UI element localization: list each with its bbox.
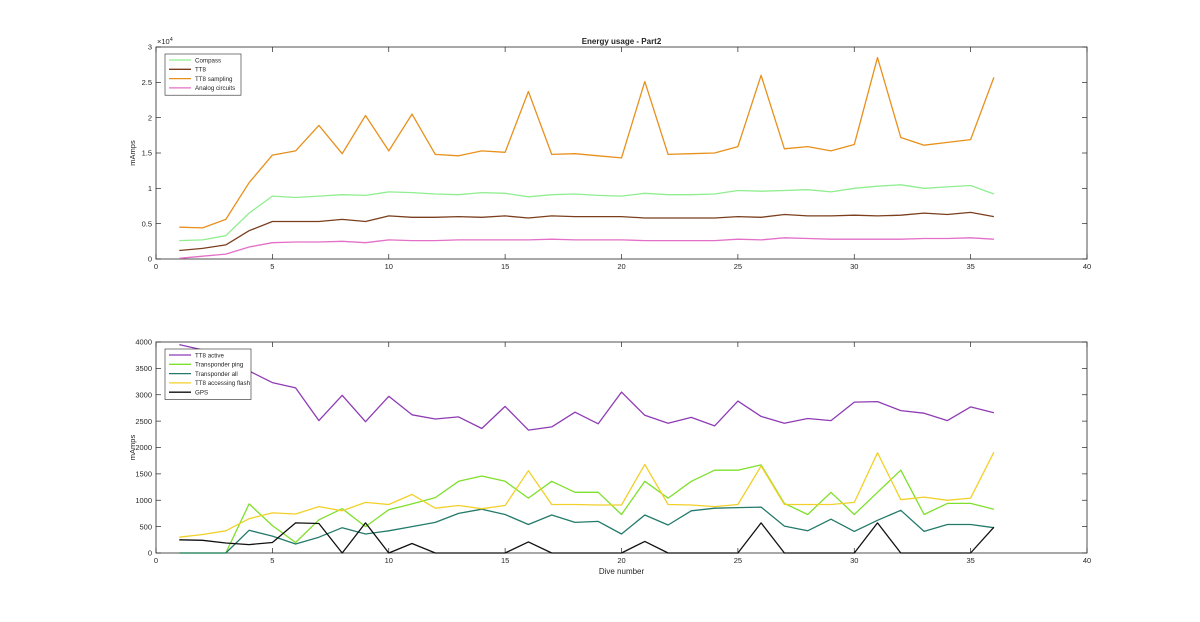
y-tick-label: 0 [148, 255, 152, 264]
y-tick-label: 3000 [135, 390, 152, 399]
y-tick-label: 3500 [135, 364, 152, 373]
x-tick-label: 15 [501, 556, 509, 565]
series-line-4 [179, 522, 995, 554]
chart-title: Energy usage - Part2 [582, 37, 662, 46]
series-line-3 [179, 237, 994, 259]
legend-label-0: TT8 active [195, 352, 224, 359]
x-tick-label: 30 [850, 556, 858, 565]
legend-label-4: GPS [195, 390, 208, 397]
plot-area [155, 46, 1088, 260]
x-tick-label: 0 [154, 556, 158, 565]
y-tick-label: 1000 [135, 496, 152, 505]
x-axis-label: Dive number [599, 567, 645, 576]
x-tick-label: 40 [1083, 262, 1091, 271]
y-tick-label: 1500 [135, 470, 152, 479]
series-line-1 [179, 211, 995, 252]
y-tick-label: 0 [148, 549, 152, 558]
series-line-2 [179, 506, 994, 554]
y-exponent-label: ×104 [157, 37, 173, 46]
chart-currents: 0 5 10 15 20 25 30 35 40 0 500 1000 1500 2000 2500 3000… [128, 338, 1091, 576]
y-tick-label: 1 [148, 184, 152, 193]
x-tick-label: 15 [501, 262, 509, 271]
legend-label-2: Transponder all [195, 371, 238, 378]
x-tick-label: 35 [966, 262, 974, 271]
x-tick-label: 20 [617, 262, 625, 271]
series-line-0 [179, 343, 995, 431]
legend-label-0: Compass [195, 57, 221, 64]
y-tick-label: 2000 [135, 443, 152, 452]
x-tick-label: 5 [270, 262, 274, 271]
x-tick-label: 35 [966, 556, 974, 565]
y-tick-label: 3 [148, 43, 152, 52]
x-tick-label: 25 [734, 262, 742, 271]
series-line-3 [179, 451, 995, 538]
legend-label-2: TT8 sampling [195, 76, 233, 83]
y-tick-label: 500 [139, 522, 152, 531]
x-tick-label: 10 [385, 556, 393, 565]
x-tick-label: 40 [1083, 556, 1091, 565]
y-axis-label: mAmps [128, 140, 137, 166]
y-tick-label: 4000 [135, 338, 152, 347]
y-axis-label: mAmps [128, 435, 137, 461]
x-tick-label: 0 [154, 262, 158, 271]
y-tick-label: 1.5 [142, 149, 152, 158]
series-line-2 [179, 56, 995, 229]
y-tick-label: 2 [148, 113, 152, 122]
y-tick-label: 0.5 [142, 219, 152, 228]
x-tick-label: 5 [270, 556, 274, 565]
y-tick-label: 2.5 [142, 78, 152, 87]
x-tick-label: 10 [385, 262, 393, 271]
plot-area [155, 341, 1088, 554]
y-exponent-power: 4 [170, 37, 173, 43]
x-tick-label: 20 [617, 556, 625, 565]
legend-label-1: Transponder ping [195, 362, 244, 369]
x-tick-label: 30 [850, 262, 858, 271]
legend-label-1: TT8 [195, 67, 207, 74]
legend-label-3: TT8 accessing flash [195, 380, 251, 387]
x-tick-label: 25 [734, 556, 742, 565]
legend-label-3: Analog circuits [195, 85, 235, 92]
series-line-0 [179, 184, 995, 242]
y-exponent-base: ×10 [157, 37, 170, 46]
chart-energy-usage-part2: 0 5 10 15 20 25 30 35 40 0 0.5 1 1.5 2 2.5 3 ×104 Energy … [128, 37, 1091, 271]
y-tick-label: 2500 [135, 417, 152, 426]
